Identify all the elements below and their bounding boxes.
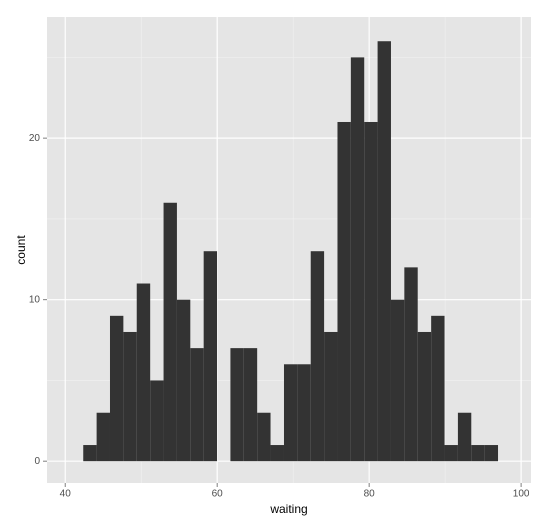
bar xyxy=(390,299,405,462)
y-axis-title: count xyxy=(14,235,28,265)
bar xyxy=(471,445,485,462)
bar xyxy=(484,445,499,462)
bar xyxy=(109,315,124,462)
bar xyxy=(270,445,284,462)
y-tick-label: 0 xyxy=(34,456,40,467)
bar xyxy=(457,412,472,462)
bar xyxy=(190,348,204,462)
bar xyxy=(310,251,325,462)
bar xyxy=(444,445,458,462)
bar xyxy=(203,251,218,462)
bar xyxy=(96,412,110,462)
bar xyxy=(136,283,151,462)
bar xyxy=(230,348,244,462)
x-tick-label: 100 xyxy=(513,489,530,500)
bar xyxy=(123,331,137,462)
bar xyxy=(350,57,365,462)
bar xyxy=(324,331,338,462)
bar xyxy=(431,315,445,462)
bar xyxy=(150,380,164,462)
x-tick-label: 80 xyxy=(364,489,376,500)
bar xyxy=(283,364,298,462)
x-axis-title: waiting xyxy=(269,502,307,516)
y-tick-label: 20 xyxy=(29,133,41,144)
x-tick-label: 40 xyxy=(60,489,72,500)
bar xyxy=(404,267,418,462)
bar xyxy=(364,121,378,462)
bar xyxy=(176,299,191,462)
bar xyxy=(83,445,97,462)
bar xyxy=(163,202,177,462)
bar xyxy=(297,364,311,462)
y-tick-label: 10 xyxy=(29,294,41,305)
x-tick-label: 60 xyxy=(212,489,224,500)
bar xyxy=(417,331,432,462)
bar xyxy=(377,41,391,462)
bar xyxy=(243,348,258,462)
bar xyxy=(257,412,271,462)
bar xyxy=(337,121,351,462)
